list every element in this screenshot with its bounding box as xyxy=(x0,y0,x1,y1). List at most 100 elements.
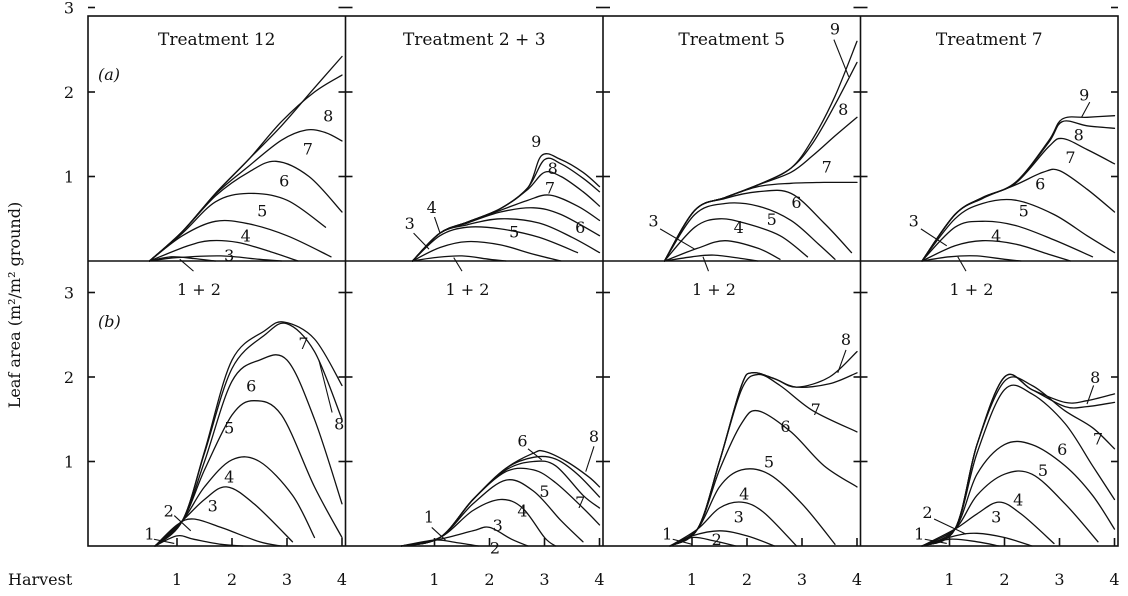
curve-label: 6 xyxy=(575,218,585,237)
curve-label: 8 xyxy=(323,107,333,126)
curve-label: 1 xyxy=(424,507,434,526)
label-leader-line xyxy=(920,228,948,247)
x-tick-label: 1 xyxy=(944,570,954,589)
curve-label: 3 xyxy=(493,516,503,535)
x-tick-label: 2 xyxy=(742,570,752,589)
label-leader-line xyxy=(924,538,947,545)
label-leader-line xyxy=(659,228,696,250)
curve-label: 5 xyxy=(764,453,774,472)
y-tick-label: 3 xyxy=(64,0,74,18)
curve-label: 8 xyxy=(838,100,848,119)
series-curve xyxy=(411,240,562,262)
curve-label: 4 xyxy=(734,218,744,237)
series-curve xyxy=(148,255,283,262)
row-label-b: (b) xyxy=(98,312,121,331)
series-curve xyxy=(154,518,283,547)
curve-label: 4 xyxy=(991,227,1001,246)
x-tick-label: 3 xyxy=(539,570,549,589)
x-tick-label: 4 xyxy=(337,570,347,589)
series-curve xyxy=(921,373,1116,547)
label-leader-line xyxy=(833,39,850,77)
label-leader-line xyxy=(585,446,595,472)
curve-label: 1 + 2 xyxy=(446,280,490,299)
series-curve xyxy=(148,160,343,262)
x-tick-label: 4 xyxy=(852,570,862,589)
series-curve xyxy=(663,202,836,262)
curve-label: 3 xyxy=(909,211,919,230)
curve-label: 7 xyxy=(575,493,585,512)
curve-label: 3 xyxy=(734,507,744,526)
curve-label: 8 xyxy=(548,159,558,178)
series-curve xyxy=(921,373,1116,547)
curve-label: 2 xyxy=(164,502,174,521)
curve-label: 4 xyxy=(517,502,527,521)
series-curve xyxy=(148,192,327,262)
curve-label: 7 xyxy=(298,334,308,353)
curve-label: 4 xyxy=(739,485,749,504)
panel-title: Treatment 12 xyxy=(158,30,276,50)
panel-b-2: 8 7 6 543 2 1 xyxy=(400,427,601,558)
curve-label: 6 xyxy=(1035,174,1045,193)
y-tick-label: 2 xyxy=(64,368,74,387)
label-leader-line xyxy=(453,257,463,272)
series-curve xyxy=(921,384,1116,547)
curve-label: 5 xyxy=(539,482,549,501)
curve-label: 3 xyxy=(224,246,234,265)
curve-label: 5 xyxy=(1038,461,1048,480)
series-curve xyxy=(663,254,759,262)
panel-a-3: Treatment 5 9 8 7 65 4 3 1 + 2 xyxy=(648,20,858,299)
label-leader-line xyxy=(957,256,967,272)
x-tick-label: 1 xyxy=(429,570,439,589)
curve-label: 9 xyxy=(830,20,840,39)
label-leader-line xyxy=(527,448,543,461)
curve-label: 4 xyxy=(427,198,437,217)
x-tick-label: 3 xyxy=(282,570,292,589)
curve-label: 8 xyxy=(589,427,599,446)
series-curve xyxy=(411,255,507,262)
series-curve xyxy=(663,218,809,262)
series-curve xyxy=(921,255,1022,262)
curve-label: 6 xyxy=(1057,440,1067,459)
series-curve xyxy=(148,55,343,262)
series-curve xyxy=(411,226,579,262)
curve-label: 3 xyxy=(405,214,415,233)
series-curve xyxy=(921,376,1116,547)
curve-label: 2 xyxy=(712,530,722,549)
curve-label: 4 xyxy=(241,227,251,246)
panel-a-2: Treatment 2 + 3 987 6 5 43 1 + 2 xyxy=(403,30,601,299)
series-curve xyxy=(663,40,858,262)
panel-b-3: 8 7 654 32 1 xyxy=(662,330,858,549)
label-leader-line xyxy=(1081,101,1091,118)
series-curve xyxy=(411,218,601,262)
curve-label: 1 xyxy=(662,524,672,543)
x-tick-label: 3 xyxy=(1054,570,1064,589)
series-curve xyxy=(921,220,1094,262)
curve-label: 6 xyxy=(791,193,801,212)
x-tick-label: 2 xyxy=(484,570,494,589)
x-tick-label: 2 xyxy=(999,570,1009,589)
series-curve xyxy=(411,153,601,262)
curve-label: 3 xyxy=(991,507,1001,526)
x-tick-label: 1 xyxy=(172,570,182,589)
curve-label: 7 xyxy=(1065,148,1075,167)
y-tick-label: 1 xyxy=(64,168,74,187)
series-curve xyxy=(921,115,1116,262)
curve-label: 4 xyxy=(1013,491,1023,510)
panel-title: Treatment 7 xyxy=(936,30,1043,50)
label-leader-line xyxy=(433,216,441,234)
label-leader-line xyxy=(153,538,175,545)
curve-label: 6 xyxy=(279,172,289,191)
harvest-label: Harvest xyxy=(8,570,73,589)
curve-label: 8 xyxy=(1074,125,1084,144)
panel-title: Treatment 5 xyxy=(678,30,785,50)
y-tick-label: 1 xyxy=(64,453,74,472)
curve-label: 5 xyxy=(767,210,777,229)
y-axis-label: Leaf area (m²/m² ground) xyxy=(5,202,24,408)
label-leader-line xyxy=(413,232,430,250)
curve-label: 5 xyxy=(509,222,519,241)
